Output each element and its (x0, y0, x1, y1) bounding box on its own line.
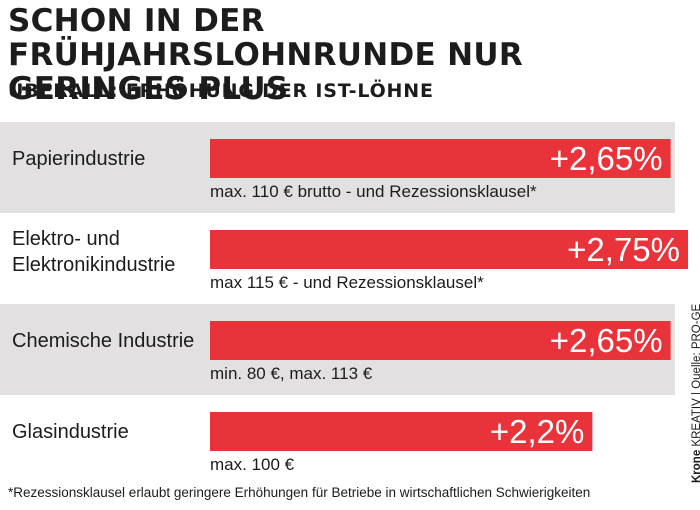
source-text: Quelle: PRO-GE (691, 303, 700, 389)
note-label-3: max. 100 € (210, 455, 295, 474)
brand-label: KREATIV (691, 398, 700, 447)
bar-3 (210, 412, 593, 451)
value-label-3: +2,2% (490, 413, 585, 450)
category-label-line: Papierindustrie (12, 148, 145, 170)
chart-subtitle: ÜBERALL: ERHÖHUNG DER IST-LÖHNE (8, 80, 434, 102)
labels: Papierindustrie +2,65% max. 110 € brutto -… (12, 140, 680, 474)
note-label-1: max 115 € - und Rezessionsklausel* (210, 273, 484, 292)
value-label-0: +2,65% (550, 140, 663, 177)
bar-1 (210, 230, 688, 269)
brand-name: Krone (691, 449, 700, 483)
footnote: *Rezessionsklausel erlaubt geringere Erh… (8, 485, 591, 500)
bars (210, 139, 688, 451)
note-label-0: max. 110 € brutto - und Rezessionsklause… (210, 182, 537, 201)
value-label-2: +2,65% (550, 322, 663, 359)
category-label-0: Papierindustrie (12, 148, 145, 170)
category-label-line: Glasindustrie (12, 421, 129, 443)
bar-0 (210, 139, 671, 178)
category-label-line: Elektro- und (12, 228, 120, 250)
credit-separator: | (691, 392, 700, 395)
category-label-line: Chemische Industrie (12, 330, 194, 352)
note-label-2: min. 80 €, max. 113 € (210, 364, 373, 383)
category-label-3: Glasindustrie (12, 421, 129, 443)
chart-title: SCHON IN DER FRÜHJAHRSLOHNRUNDE NUR GERI… (8, 3, 523, 107)
source-credit: Krone KREATIV | Quelle: PRO-GE (691, 304, 700, 483)
bar-2 (210, 321, 671, 360)
value-label-1: +2,75% (567, 231, 680, 268)
category-label-1: Elektro- und Elektronikindustrie (12, 228, 175, 276)
category-label-line: Elektronikindustrie (12, 254, 175, 276)
category-label-2: Chemische Industrie (12, 330, 194, 352)
